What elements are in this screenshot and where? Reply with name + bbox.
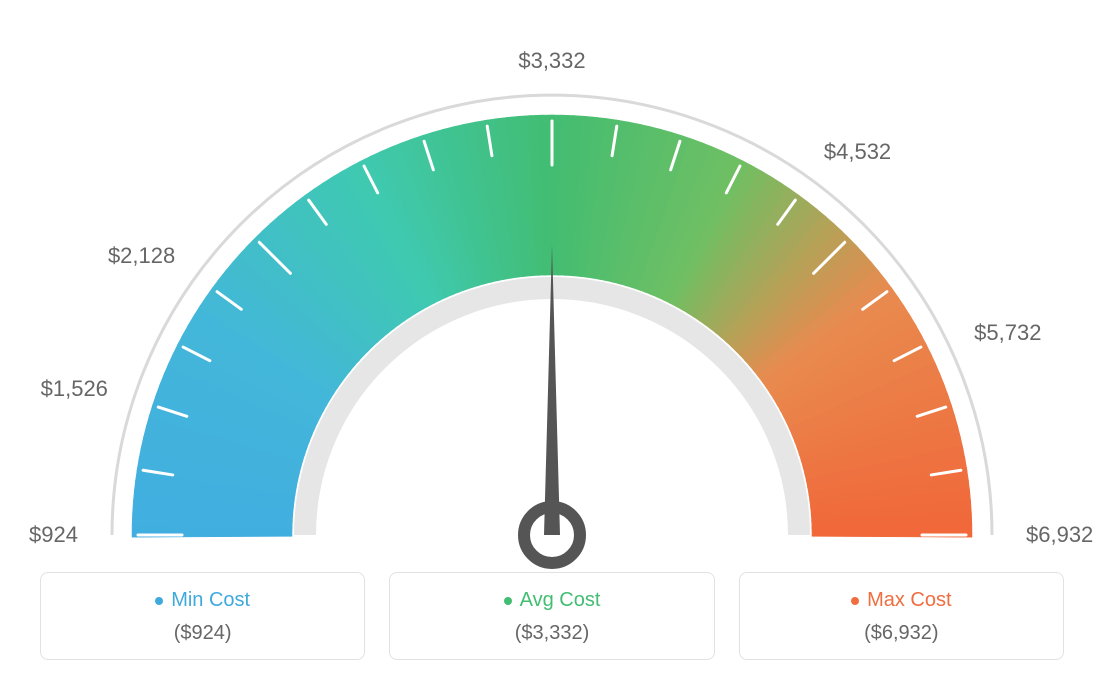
- dot-icon: [155, 597, 163, 605]
- legend-row: Min Cost ($924) Avg Cost ($3,332) Max Co…: [40, 572, 1064, 660]
- dot-icon: [504, 597, 512, 605]
- legend-card-avg: Avg Cost ($3,332): [389, 572, 714, 660]
- legend-title-label: Max Cost: [867, 589, 951, 612]
- scale-label: $1,526: [41, 376, 108, 402]
- scale-label: $6,932: [1026, 522, 1093, 548]
- gauge-svg: [32, 30, 1072, 590]
- legend-title-max: Max Cost: [851, 589, 951, 612]
- legend-title-avg: Avg Cost: [504, 589, 601, 612]
- legend-value-avg: ($3,332): [400, 622, 703, 645]
- legend-title-label: Avg Cost: [520, 589, 601, 612]
- legend-value-min: ($924): [51, 622, 354, 645]
- legend-title-min: Min Cost: [155, 589, 250, 612]
- legend-card-max: Max Cost ($6,932): [739, 572, 1064, 660]
- scale-label: $3,332: [518, 48, 585, 74]
- legend-title-label: Min Cost: [171, 589, 250, 612]
- scale-label: $924: [29, 522, 78, 548]
- legend-value-max: ($6,932): [750, 622, 1053, 645]
- scale-label: $5,732: [974, 320, 1041, 346]
- dot-icon: [851, 597, 859, 605]
- gauge-area: $924 $1,526 $2,128 $3,332 $4,532 $5,732 $6,932: [0, 0, 1104, 560]
- scale-label: $4,532: [824, 139, 891, 165]
- cost-gauge-chart: $924 $1,526 $2,128 $3,332 $4,532 $5,732 $6,932…: [0, 0, 1104, 690]
- legend-card-min: Min Cost ($924): [40, 572, 365, 660]
- scale-label: $2,128: [108, 243, 175, 269]
